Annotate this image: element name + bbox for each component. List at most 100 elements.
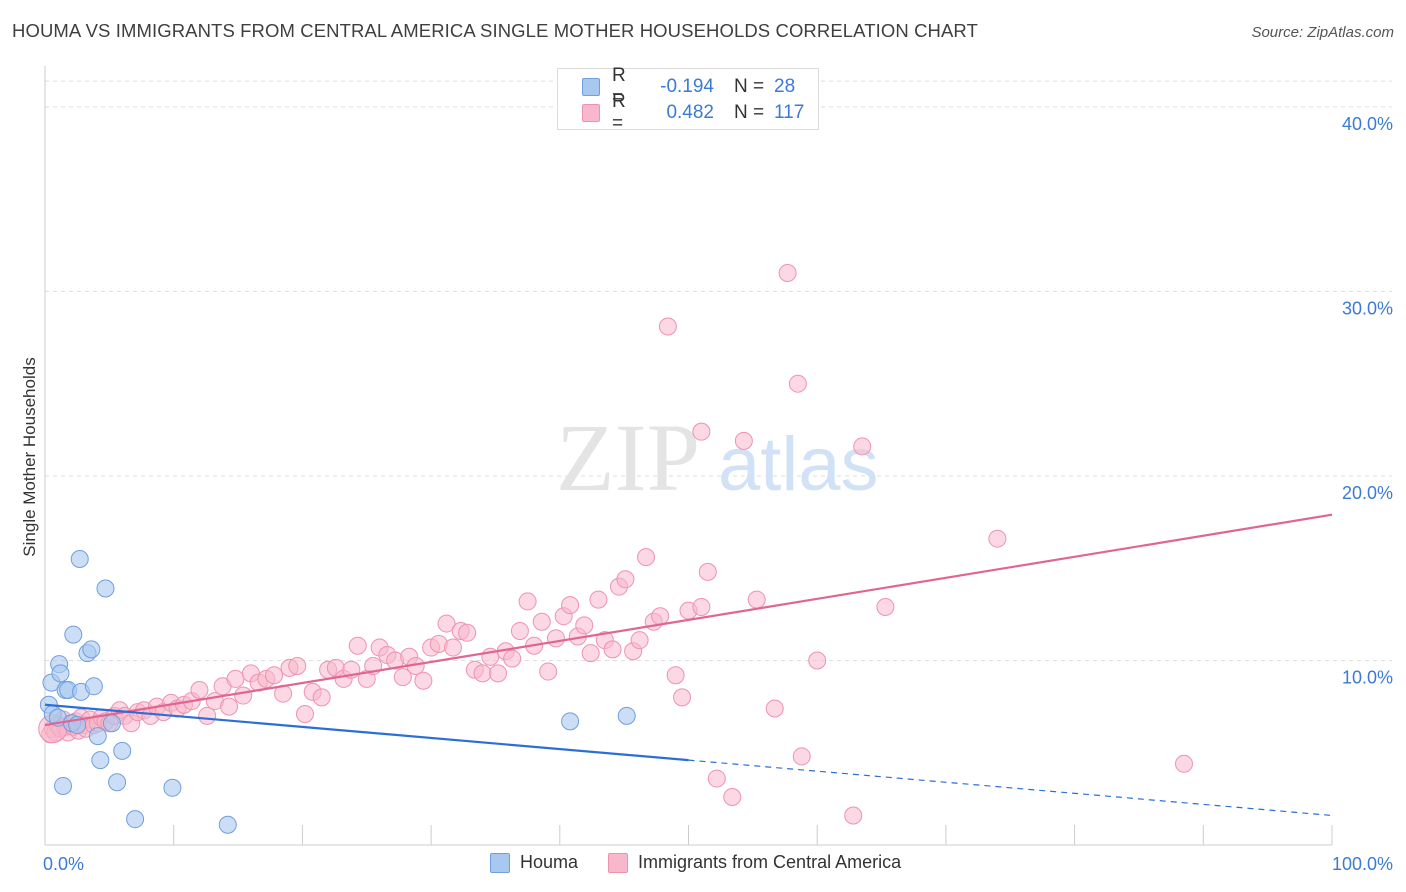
point-immigrants <box>707 769 726 788</box>
point-immigrants <box>226 669 245 688</box>
y-tick-label: 40.0% <box>1342 114 1393 134</box>
point-houma <box>561 712 580 731</box>
y-tick-label: 30.0% <box>1342 298 1393 318</box>
y-tick-label: 20.0% <box>1342 483 1393 503</box>
point-immigrants <box>692 597 711 616</box>
point-immigrants <box>734 431 753 450</box>
n-label: N = <box>734 76 765 97</box>
point-immigrants <box>673 688 692 707</box>
point-immigrants <box>666 666 685 685</box>
legend-item-houma[interactable]: Houma <box>490 852 578 873</box>
legend-row-houma: R = -0.194 N = 28 <box>582 65 796 108</box>
point-immigrants <box>844 806 863 825</box>
point-houma <box>91 751 110 770</box>
legend-label-immigrants: Immigrants from Central America <box>638 852 902 872</box>
point-houma <box>102 714 121 733</box>
stats-legend: R = -0.194 N = 28 R = 0.482 N = 117 <box>557 65 819 134</box>
point-immigrants <box>616 570 635 589</box>
point-immigrants <box>546 629 565 648</box>
point-houma <box>84 677 103 696</box>
legend-label-houma: Houma <box>520 852 579 872</box>
point-immigrants <box>1174 754 1193 773</box>
point-immigrants <box>473 664 492 683</box>
legend-item-immigrants[interactable]: Immigrants from Central America <box>608 852 901 873</box>
point-immigrants <box>581 644 600 663</box>
point-houma <box>113 741 132 760</box>
n-label: N = <box>734 102 765 123</box>
point-immigrants <box>853 437 872 456</box>
series-legend: Houma Immigrants from Central America <box>490 852 931 873</box>
point-houma <box>163 778 182 797</box>
watermark: ZIP atlas <box>556 404 879 511</box>
point-immigrants <box>788 374 807 393</box>
point-immigrants <box>190 681 209 699</box>
point-houma <box>108 773 127 792</box>
point-immigrants <box>539 662 558 681</box>
legend-row-immigrants: R = 0.482 N = 117 <box>582 91 804 134</box>
point-immigrants <box>723 788 742 807</box>
chart-title: HOUMA VS IMMIGRANTS FROM CENTRAL AMERICA… <box>12 20 978 41</box>
point-immigrants <box>651 607 670 626</box>
points-layer <box>38 263 1193 834</box>
point-immigrants <box>414 671 433 690</box>
n-value: 28 <box>774 76 796 97</box>
point-immigrants <box>348 636 367 655</box>
r-value: 0.482 <box>666 102 714 123</box>
source-label: Source: ZipAtlas.com <box>1251 24 1394 41</box>
r-label: R = <box>612 91 626 134</box>
point-immigrants <box>295 704 314 723</box>
point-immigrants <box>393 668 412 687</box>
point-immigrants <box>437 614 456 633</box>
point-immigrants <box>747 590 766 609</box>
point-houma <box>96 579 115 598</box>
trend-houma <box>44 703 689 762</box>
point-immigrants <box>658 317 677 336</box>
point-immigrants <box>489 664 508 683</box>
r-label: R = <box>612 65 626 108</box>
trend-layer <box>44 513 1333 817</box>
point-immigrants <box>220 697 239 716</box>
point-immigrants <box>234 686 253 705</box>
point-immigrants <box>443 638 462 657</box>
point-immigrants <box>637 548 656 567</box>
point-immigrants <box>876 597 895 616</box>
point-immigrants <box>698 562 717 581</box>
immigrants-swatch <box>608 852 629 873</box>
immigrants-swatch <box>582 104 600 122</box>
point-immigrants <box>603 640 622 659</box>
point-houma <box>218 815 237 834</box>
r-value: -0.194 <box>660 76 714 97</box>
point-houma <box>54 776 73 795</box>
point-immigrants <box>288 657 307 676</box>
point-immigrants <box>692 422 711 441</box>
point-immigrants <box>630 631 649 650</box>
x-tick-label: 0.0% <box>43 854 84 874</box>
point-immigrants <box>458 623 477 642</box>
point-houma <box>82 640 101 659</box>
watermark-zip: ZIP <box>556 404 700 511</box>
houma-swatch <box>490 852 510 873</box>
trend-houma-extrapolated <box>688 759 1333 817</box>
y-axis-label: Single Mother Households <box>20 357 39 556</box>
point-immigrants <box>510 621 529 640</box>
houma-swatch <box>582 78 600 96</box>
point-immigrants <box>988 529 1007 548</box>
point-immigrants <box>518 592 537 611</box>
point-immigrants <box>503 649 522 668</box>
labels-layer: 10.0% 20.0% 30.0% 40.0% 0.0% 100.0% Single Mot… <box>20 114 1393 874</box>
point-immigrants <box>778 263 797 282</box>
point-immigrants <box>792 747 811 766</box>
point-houma <box>70 549 89 568</box>
point-immigrants <box>561 596 580 615</box>
point-houma <box>51 664 70 683</box>
grid-layer <box>45 80 1392 661</box>
point-houma <box>88 727 107 746</box>
point-houma <box>126 810 145 829</box>
point-immigrants <box>265 666 284 685</box>
point-immigrants <box>808 651 827 670</box>
point-immigrants <box>589 590 608 609</box>
point-houma <box>617 706 636 725</box>
point-immigrants <box>532 612 551 631</box>
point-immigrants <box>575 616 594 635</box>
